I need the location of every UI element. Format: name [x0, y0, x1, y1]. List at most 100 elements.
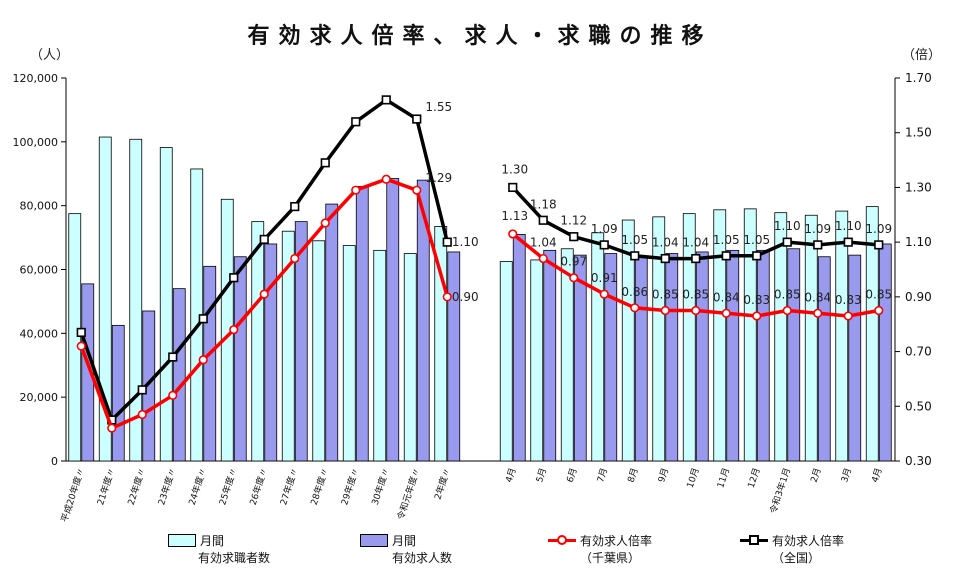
chiba-point — [442, 292, 452, 302]
chiba-point — [752, 311, 762, 321]
chiba-point — [351, 185, 361, 195]
bar-applicants — [621, 219, 635, 462]
bar-openings — [787, 248, 801, 462]
bar-openings — [604, 253, 618, 462]
legend-applicants-swatch — [168, 534, 196, 547]
chiba-point — [198, 355, 208, 365]
x-tick-label: 30年度〃 — [369, 466, 392, 506]
chiba-point — [813, 308, 823, 318]
bar-openings — [233, 256, 247, 462]
x-tick-label: 29年度〃 — [338, 466, 361, 506]
national-point — [351, 117, 361, 127]
chiba-point — [168, 390, 178, 400]
national-point — [381, 95, 391, 105]
bar-applicants — [159, 147, 173, 462]
chiba-point — [290, 253, 300, 264]
data-label: 1.04 — [530, 236, 557, 250]
legend-applicants-sub: 有効求職者数 — [198, 551, 271, 565]
x-tick-label: 26年度〃 — [247, 466, 270, 506]
chiba-point — [107, 423, 117, 433]
right-tick-label: 1.30 — [905, 180, 932, 194]
x-tick-label: 令和元年度〃 — [394, 466, 422, 521]
left-tick-label: 80,000 — [20, 200, 59, 213]
x-tick-label: 24年度〃 — [186, 466, 209, 506]
bar-applicants — [560, 248, 574, 462]
right-tick-label: 0.90 — [905, 290, 932, 304]
data-label: 0.85 — [865, 288, 892, 302]
legend-openings-label: 月間 — [392, 534, 417, 548]
bar-applicants — [342, 245, 356, 462]
chiba-point — [569, 273, 579, 283]
bar-openings — [264, 243, 278, 462]
bar-applicants — [530, 259, 544, 462]
right-tick-label: 0.50 — [905, 399, 932, 413]
legend-national-label: 有効求人倍率 — [772, 534, 845, 548]
left-tick-label: 20,000 — [20, 391, 59, 404]
legend-chiba-label: 有効求人倍率 — [580, 534, 653, 548]
national-point — [229, 273, 239, 283]
bar-applicants — [652, 216, 666, 462]
data-label: 0.90 — [452, 290, 479, 304]
chiba-point — [137, 409, 147, 420]
bar-openings — [325, 203, 339, 462]
chiba-point — [874, 305, 884, 316]
national-point — [259, 234, 269, 245]
x-tick-label: 平成20年度〃 — [58, 466, 87, 523]
data-label: 1.55 — [425, 100, 452, 114]
bar-openings — [447, 251, 461, 462]
x-tick-label: 7月 — [595, 467, 610, 484]
chiba-point — [259, 289, 269, 299]
national-point — [752, 251, 762, 261]
national-point — [442, 237, 452, 247]
bar-openings — [416, 179, 430, 462]
bar-applicants — [591, 232, 605, 462]
national-point — [843, 237, 853, 247]
national-point — [76, 327, 86, 338]
national-point — [630, 251, 640, 261]
chiba-point — [76, 341, 86, 351]
data-label: 1.29 — [425, 171, 452, 185]
data-label: 1.12 — [560, 214, 587, 228]
right-axis-unit: （倍） — [902, 48, 942, 63]
bar-applicants — [774, 212, 788, 462]
data-label: 1.18 — [530, 197, 557, 211]
right-tick-label: 1.50 — [905, 126, 932, 140]
x-tick-label: 23年度〃 — [155, 466, 178, 506]
legend-chiba-sub: （千葉県） — [580, 551, 641, 565]
chiba-point — [843, 311, 853, 321]
left-tick-label: 120,000 — [13, 72, 59, 85]
chiba-point — [320, 218, 330, 228]
x-tick-label: 6月 — [565, 467, 580, 484]
data-label: 0.85 — [774, 288, 801, 302]
bar-applicants — [499, 261, 513, 462]
bar-openings — [172, 288, 186, 462]
x-tick-label: 9月 — [656, 467, 671, 484]
bar-applicants — [865, 206, 879, 462]
left-tick-label: 0 — [51, 455, 58, 468]
national-point — [569, 232, 579, 242]
chiba-point — [599, 289, 609, 299]
left-axis-unit: （人） — [30, 48, 70, 63]
right-tick-label: 0.70 — [905, 345, 932, 359]
national-point — [508, 182, 518, 193]
bar-openings — [878, 243, 892, 462]
chiba-point — [782, 305, 792, 316]
bar-applicants — [743, 208, 757, 462]
x-tick-label: 11月 — [715, 467, 732, 490]
data-label: 0.83 — [743, 293, 770, 307]
data-label: 1.10 — [835, 219, 862, 233]
data-label: 0.97 — [560, 255, 587, 269]
chiba-point — [630, 303, 640, 313]
bar-openings — [817, 256, 831, 462]
legend-openings-swatch — [360, 534, 388, 547]
x-tick-label: 2月 — [809, 467, 824, 484]
data-label: 1.05 — [713, 233, 740, 247]
left-tick-label: 60,000 — [20, 264, 59, 277]
right-tick-label: 1.70 — [905, 71, 932, 85]
x-tick-label: 27年度〃 — [277, 466, 300, 506]
bar-openings — [665, 253, 679, 462]
data-label: 0.91 — [591, 271, 618, 285]
x-tick-label: 25年度〃 — [216, 466, 239, 506]
x-tick-label: 3月 — [839, 467, 854, 484]
x-tick-label: 4月 — [870, 467, 885, 484]
